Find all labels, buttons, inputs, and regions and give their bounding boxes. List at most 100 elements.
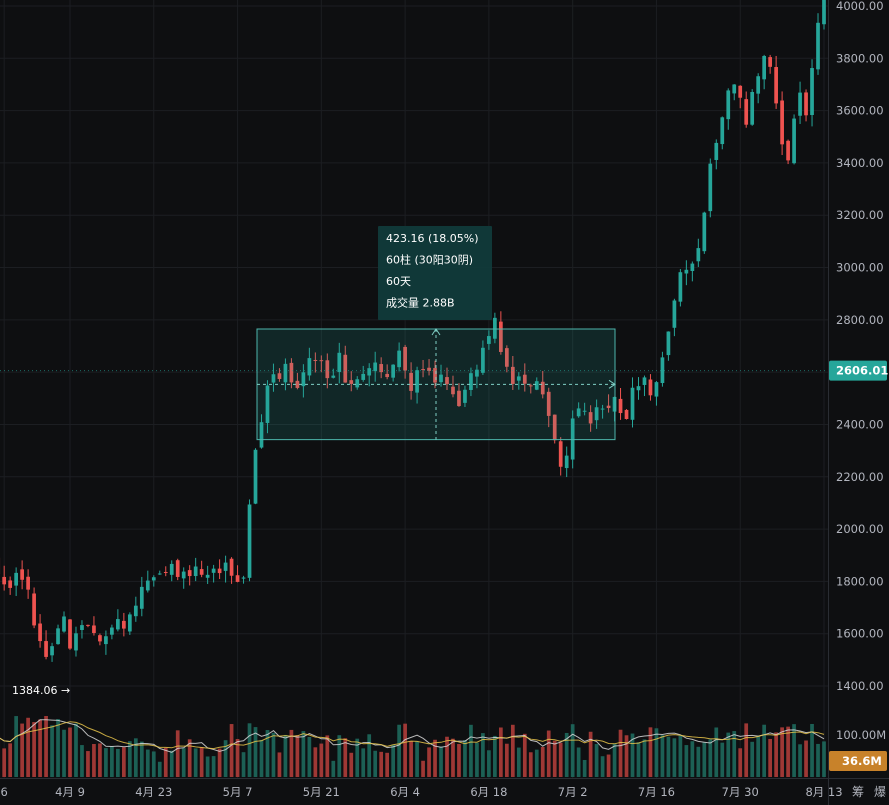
candle-body: [576, 408, 581, 417]
volume-bar: [355, 738, 360, 777]
candle-body: [540, 381, 545, 395]
volume-bar: [385, 752, 390, 777]
volume-bar: [2, 748, 7, 777]
plot-area: [0, 0, 828, 778]
volume-bar: [522, 733, 527, 777]
candle-body: [139, 586, 144, 609]
candle-body: [678, 272, 683, 302]
candle-body: [211, 568, 216, 573]
volume-bar: [247, 723, 252, 777]
volume-bar: [349, 752, 354, 777]
candle-body: [20, 569, 24, 580]
current-volume-badge: [829, 751, 887, 771]
volume-bar: [756, 735, 761, 777]
volume-bar: [301, 731, 306, 777]
candle-body: [56, 628, 60, 645]
time-axis[interactable]: 6 4月 9 4月 23 5月 7 5月 21 6月 4 6月 18 7月 2 7月 16 7月 …: [1, 785, 887, 799]
time-tick-label: 4月 9: [55, 785, 85, 799]
candle-body: [385, 373, 390, 378]
price-tick-label: 1400.00: [836, 679, 884, 693]
candle-body: [2, 576, 7, 585]
volume-bar: [732, 731, 737, 777]
volume-bar: [253, 727, 258, 777]
candle-body: [499, 321, 503, 352]
candle-body: [726, 90, 731, 120]
candle-body: [92, 625, 96, 634]
side-label[interactable]: 爆: [874, 785, 886, 799]
candle-body: [319, 360, 324, 362]
candle-body: [816, 22, 820, 70]
candle-body: [157, 573, 162, 575]
volume-bar: [702, 742, 707, 777]
volume-bar: [26, 717, 30, 777]
volume-bar: [487, 750, 491, 777]
volume-bar: [475, 742, 479, 777]
volume-bar: [792, 724, 796, 777]
volume-bar: [786, 726, 790, 777]
volume-bar: [50, 725, 54, 777]
price-tick-label: 1800.00: [836, 574, 884, 588]
volume-bar: [600, 756, 605, 777]
candle-body: [355, 379, 360, 388]
volume-bar: [804, 740, 808, 777]
volume-bar: [92, 744, 96, 777]
candle-body: [127, 614, 132, 632]
candle-body: [187, 570, 192, 577]
volume-bar: [630, 733, 635, 777]
candle-body: [642, 377, 647, 385]
volume-bar: [127, 741, 132, 777]
volume-bar: [80, 745, 84, 777]
candle-body: [145, 580, 150, 591]
volume-bar: [750, 741, 755, 777]
candle-body: [307, 358, 312, 376]
candle-body: [564, 455, 569, 469]
volume-bar: [451, 738, 455, 777]
volume-bar: [223, 740, 228, 777]
volume-bar: [151, 751, 156, 777]
candles: [0, 0, 826, 662]
volume-bar: [457, 743, 461, 777]
volume-bar: [576, 747, 581, 777]
current-price-label: 2606.01: [836, 364, 888, 378]
candle-body: [325, 360, 330, 379]
volume-bar: [720, 742, 725, 777]
candle-body: [534, 381, 539, 390]
candle-body: [175, 560, 180, 577]
candle-body: [570, 418, 575, 460]
volume-bar: [235, 739, 240, 777]
candle-body: [780, 100, 784, 145]
volume-bar: [672, 738, 677, 777]
volume-bar: [690, 741, 695, 777]
volume-bar: [38, 719, 42, 777]
candle-body: [582, 410, 587, 412]
candle-body: [86, 624, 90, 626]
price-labels: 2606.01 100.00M 36.6M 1384.06 →: [0, 360, 888, 771]
volume-bar: [708, 739, 713, 777]
candle-body: [247, 504, 252, 578]
measure-days: 60天: [386, 275, 411, 288]
candle-body: [451, 386, 455, 395]
volume-bar: [469, 724, 473, 777]
measure-tooltip: [378, 226, 492, 320]
current-price-badge: [829, 360, 887, 381]
volume-bar: [642, 739, 647, 777]
volume-bar: [98, 743, 102, 777]
side-label[interactable]: 筹: [852, 785, 864, 799]
candle-body: [259, 422, 264, 448]
candle-body: [271, 374, 276, 383]
measure-price-change: 423.16 (18.05%): [386, 232, 479, 245]
volume-bar: [313, 747, 318, 777]
candle-body: [217, 568, 222, 574]
volume-bar: [193, 748, 198, 777]
candle-body: [660, 357, 665, 384]
volume-bar: [624, 735, 629, 777]
volume-bar: [570, 724, 575, 777]
volume-axis-label: 100.00M: [836, 728, 886, 742]
volume-bar: [660, 735, 665, 777]
volume-bars: [0, 716, 826, 777]
candle-body: [636, 386, 641, 391]
price-tick-label: 3400.00: [836, 156, 884, 170]
volume-bar: [241, 752, 246, 777]
